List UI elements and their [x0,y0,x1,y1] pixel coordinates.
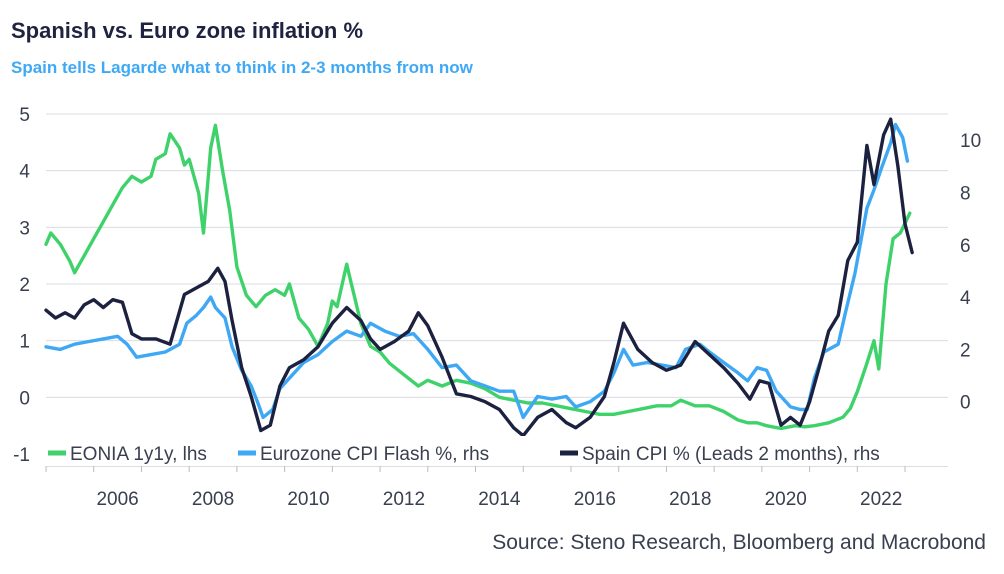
source-note: Source: Steno Research, Bloomberg and Ma… [492,531,986,554]
x-tick-label: 2016 [574,489,616,510]
eonia-series-line [44,123,912,431]
x-tick-label: 2014 [478,489,521,510]
y-right-tick-label: 8 [960,183,971,204]
y-right-tick-label: 10 [960,131,981,152]
legend: EONIA 1y1y, lhs Eurozone CPI Flash %, rhs… [40,436,952,466]
x-tick-label: 2020 [765,489,807,510]
eurozone-cpi-series-line [44,122,910,420]
x-tick-label: 2010 [287,489,329,510]
y-left-tick-label: 0 [19,388,30,409]
chart-title: Spanish vs. Euro zone inflation % [11,18,364,43]
spain-cpi-series-line [44,117,914,438]
y-right-tick-label: 4 [960,288,971,309]
x-tick-label: 2018 [669,489,711,510]
x-tick-label: 2008 [192,489,234,510]
x-tick-label: 2012 [383,489,425,510]
gridlines [46,113,948,455]
legend-background [40,436,952,466]
y-right-tick-label: 0 [960,393,971,414]
x-tick-label: 2022 [860,489,902,510]
y-left-tick-label: 2 [19,275,30,296]
y-left-tick-label: 3 [19,218,30,239]
y-right-tick-label: 2 [960,340,971,361]
y-left-tick-label: 5 [19,105,30,126]
legend-label: Eurozone CPI Flash %, rhs [260,444,489,465]
legend-label: EONIA 1y1y, lhs [70,444,207,465]
y-left-tick-label: 1 [19,332,30,353]
y-right-tick-label: 6 [960,236,971,257]
y-left-tick-label: -1 [13,445,30,466]
series-lines [44,117,914,438]
y-left-tick-label: 4 [19,162,30,183]
legend-label: Spain CPI % (Leads 2 months), rhs [582,444,880,465]
x-tick-label: 2006 [96,489,138,510]
chart-subtitle: Spain tells Lagarde what to think in 2-3… [11,58,473,77]
